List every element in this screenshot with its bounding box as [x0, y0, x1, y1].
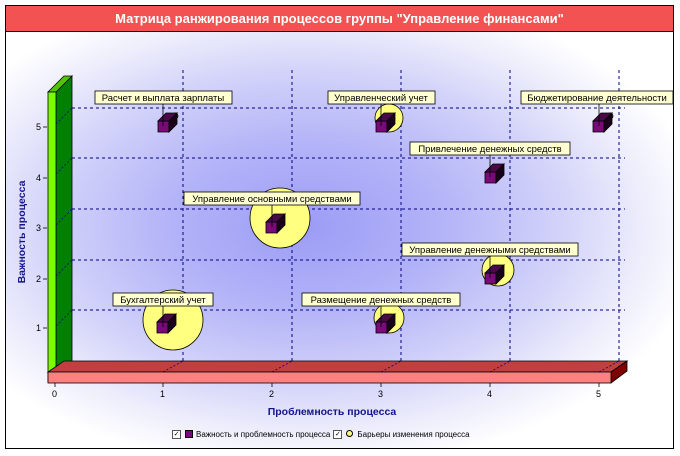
- label-placement: Размещение денежных средств: [311, 295, 452, 306]
- legend-label-importance: Важность и проблемность процесса: [196, 429, 331, 439]
- point-labels: Расчет и выплата зарплаты Управленческий…: [94, 90, 674, 307]
- y-tick-4: 4: [36, 173, 41, 183]
- marker-attracting-funds[interactable]: [484, 163, 505, 184]
- y-tick-2: 2: [36, 274, 41, 284]
- label-attracting-funds: Привлечение денежных средств: [418, 144, 561, 155]
- label-budgeting: Бюджетирование деятельности: [527, 93, 667, 104]
- purple-square-icon: [185, 430, 193, 438]
- x-tick-0: 0: [52, 389, 57, 399]
- label-fixed-assets: Управление основными средствами: [192, 194, 351, 205]
- legend-checkbox-barriers[interactable]: ✓: [333, 429, 343, 439]
- legend-checkbox-importance[interactable]: ✓: [172, 429, 181, 439]
- label-cash-management: Управление денежными средствами: [409, 245, 570, 256]
- x-axis-title: Проблемность процесса: [268, 406, 397, 418]
- chart-legend: ✓ Важность и проблемность процесса ✓ Бар…: [172, 429, 470, 439]
- x-tick-4: 4: [487, 389, 492, 399]
- y-axis-wall: [47, 75, 73, 383]
- y-tick-1: 1: [36, 323, 41, 333]
- x-tick-5: 5: [596, 389, 601, 399]
- y-tick-3: 3: [36, 223, 41, 233]
- label-payroll: Расчет и выплата зарплаты: [102, 93, 225, 104]
- y-axis-title: Важность процесса: [16, 180, 28, 283]
- marker-payroll[interactable]: [157, 112, 178, 133]
- x-tick-1: 1: [160, 389, 165, 399]
- legend-label-barriers: Барьеры изменения процесса: [357, 429, 470, 439]
- label-accounting: Бухгалтерский учет: [120, 295, 206, 306]
- chart-title: Матрица ранжирования процессов группы "У…: [5, 5, 674, 32]
- y-tick-5: 5: [36, 122, 41, 132]
- x-tick-3: 3: [378, 389, 383, 399]
- x-tick-2: 2: [269, 389, 274, 399]
- x-axis-floor: [46, 360, 629, 384]
- label-management-accounting: Управленческий учет: [334, 93, 428, 104]
- barrier-bubbles: [142, 103, 614, 351]
- yellow-circle-icon: [346, 430, 354, 437]
- marker-budgeting[interactable]: [592, 112, 613, 133]
